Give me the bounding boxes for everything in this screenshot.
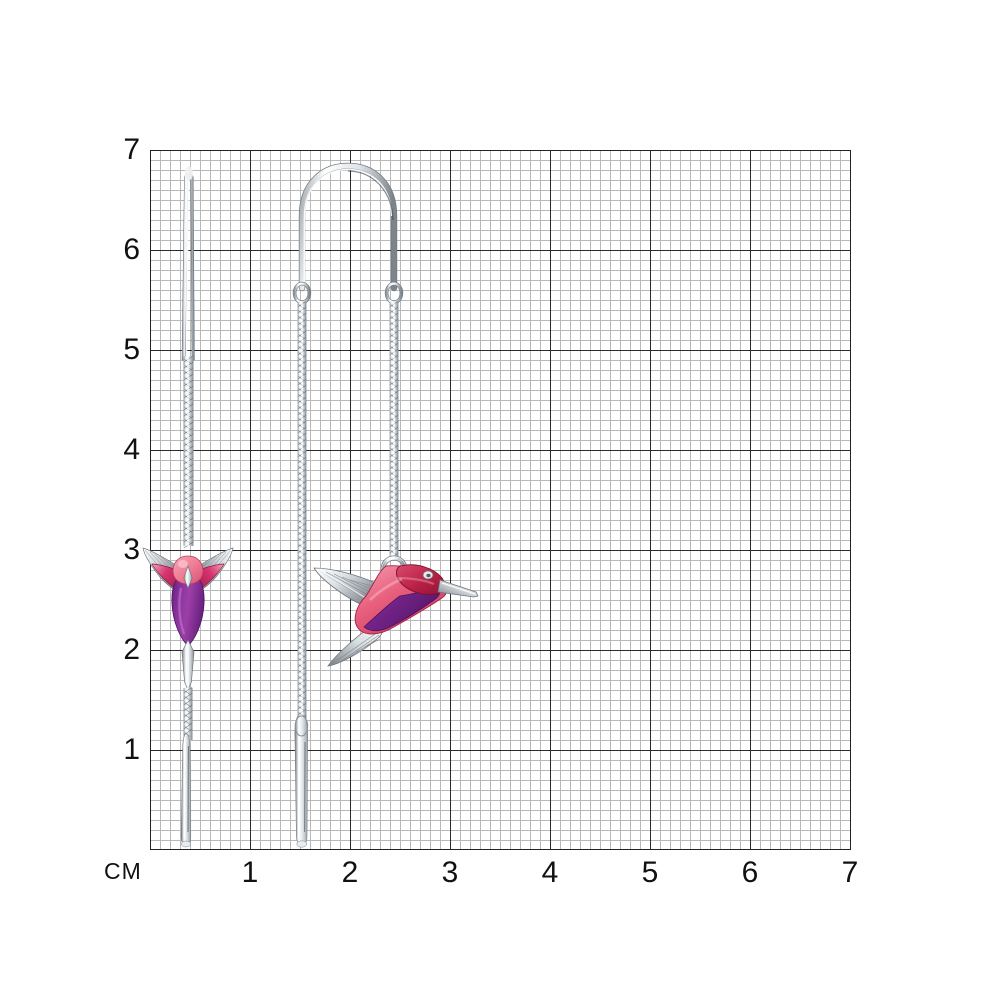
x-axis-tick-5: 5 xyxy=(641,856,659,889)
x-axis-tick-7: 7 xyxy=(841,856,859,889)
x-axis-tick-1: 1 xyxy=(241,856,259,889)
threader-hook-arch xyxy=(298,162,398,292)
x-axis-tick-4: 4 xyxy=(541,856,559,889)
hummingbird-pendant-front-view xyxy=(142,547,234,691)
twisted-chain-upper xyxy=(183,355,194,549)
threader-needle-top xyxy=(181,166,195,361)
bottom-tapered-bar-left xyxy=(294,715,309,848)
twisted-chain-left xyxy=(297,300,307,722)
y-axis-tick-4: 4 xyxy=(123,433,140,466)
hummingbird-pendant-side-view xyxy=(313,564,479,667)
twisted-chain-right xyxy=(389,300,399,560)
twisted-chain-lower xyxy=(183,686,193,740)
x-axis-tick-6: 6 xyxy=(741,856,759,889)
y-axis-tick-1: 1 xyxy=(123,733,140,766)
eye xyxy=(422,570,434,580)
x-axis-tick-2: 2 xyxy=(341,856,359,889)
x-axis-tick-3: 3 xyxy=(441,856,459,889)
unit-label-cm: CM xyxy=(104,858,142,884)
beak-metal xyxy=(183,564,193,589)
y-axis-tick-5: 5 xyxy=(123,333,140,366)
y-axis-tick-6: 6 xyxy=(123,233,140,266)
y-axis-tick-3: 3 xyxy=(123,533,140,566)
measuring-grid xyxy=(150,150,851,850)
y-axis-tick-7: 7 xyxy=(123,133,140,166)
y-axis-tick-2: 2 xyxy=(123,633,140,666)
side-view-hummingbird-threader-earring xyxy=(292,162,479,848)
bottom-tapered-bar xyxy=(180,733,192,848)
front-view-hummingbird-threader-earring xyxy=(142,166,234,848)
